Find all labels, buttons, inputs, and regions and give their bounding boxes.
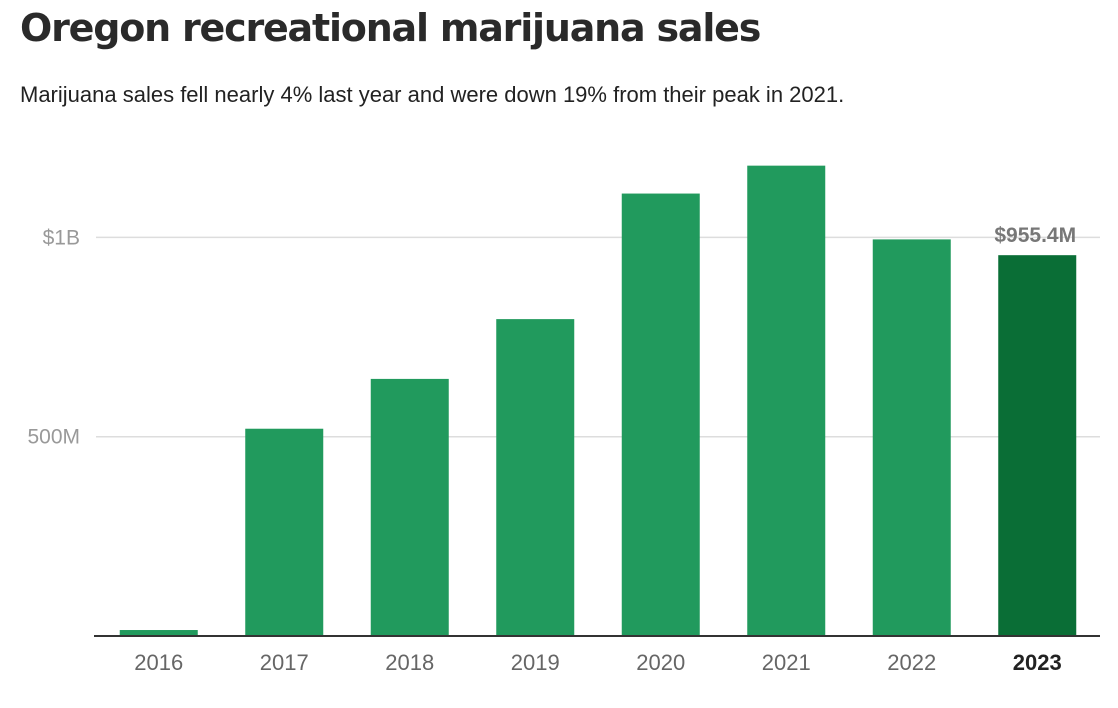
y-tick-label: $1B <box>43 226 80 249</box>
bar-2017 <box>245 428 324 636</box>
bar-2018 <box>370 378 449 636</box>
x-tick-label: 2017 <box>260 650 309 675</box>
bar-2019 <box>496 319 575 636</box>
bar-2021 <box>747 165 826 637</box>
labels: 500M $1B 2016 2017 2018 2019 2020 2021 2022 2023 $… <box>27 224 1076 675</box>
bars <box>119 165 1077 637</box>
x-tick-label: 2021 <box>762 650 811 675</box>
y-tick-label: 500M <box>27 426 80 449</box>
x-tick-label: 2020 <box>636 650 685 675</box>
chart-subtitle: Marijuana sales fell nearly 4% last year… <box>20 82 845 107</box>
bar-2023 <box>998 255 1077 637</box>
chart-title: Oregon recreational marijuana sales <box>20 6 761 50</box>
value-annotation: $955.4M <box>994 224 1076 247</box>
x-tick-label: 2019 <box>511 650 560 675</box>
bar-2020 <box>621 193 700 636</box>
x-tick-label: 2023 <box>1013 650 1062 675</box>
x-tick-label: 2018 <box>385 650 434 675</box>
x-tick-label: 2022 <box>887 650 936 675</box>
x-tick-label: 2016 <box>134 650 183 675</box>
bar-2016 <box>119 630 198 636</box>
bar-2022 <box>872 239 951 636</box>
